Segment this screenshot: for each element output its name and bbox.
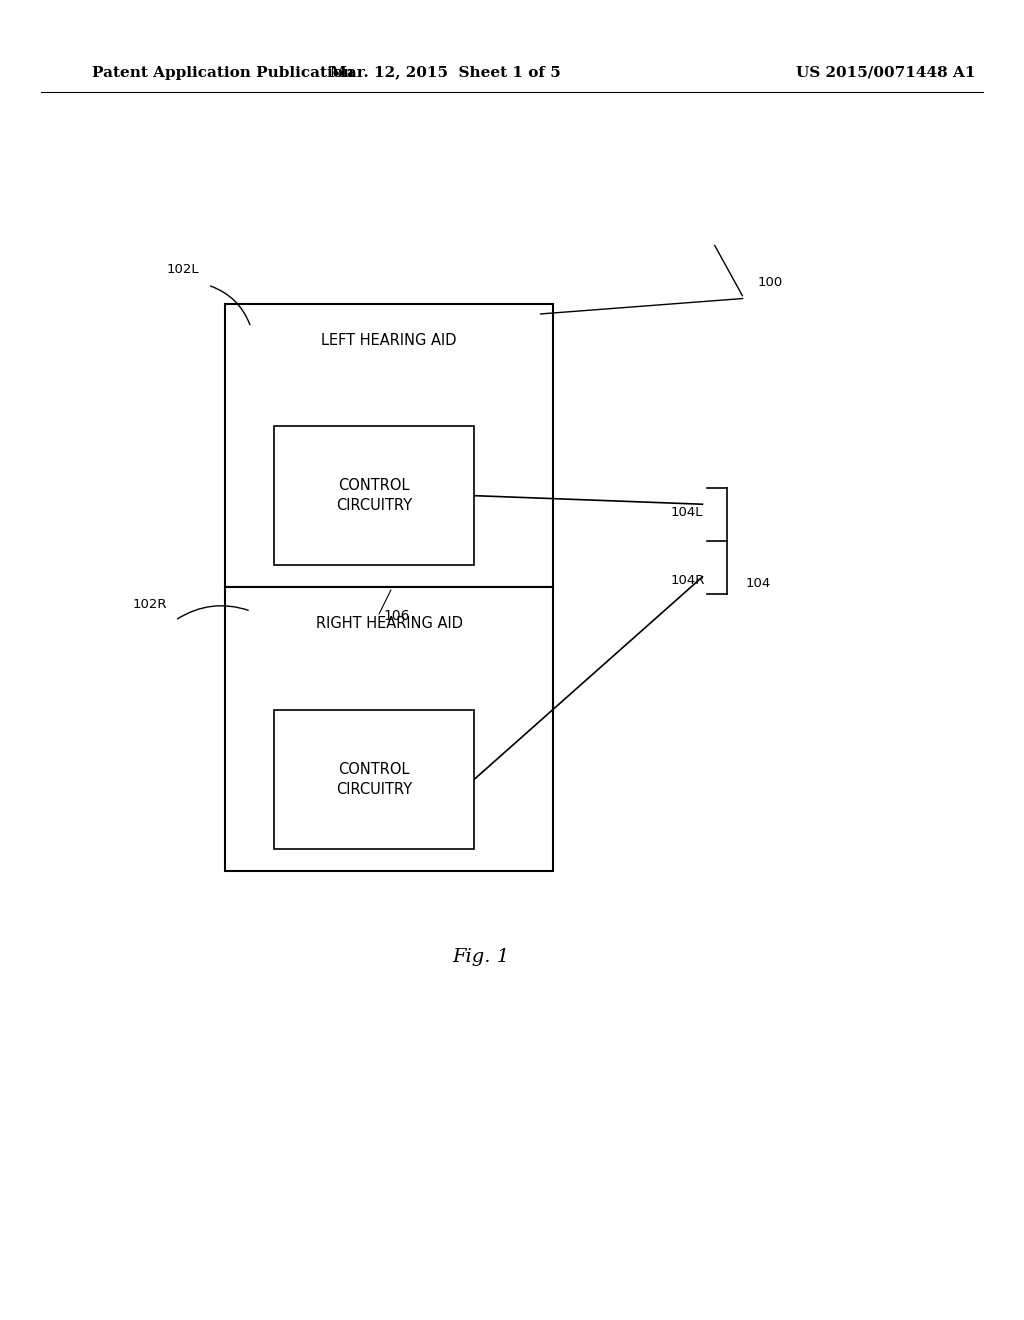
Bar bbox=[225, 587, 553, 871]
Text: 104: 104 bbox=[745, 577, 771, 590]
Text: 100: 100 bbox=[758, 276, 783, 289]
Text: Patent Application Publication: Patent Application Publication bbox=[92, 66, 354, 79]
Text: 102L: 102L bbox=[167, 263, 200, 276]
Bar bbox=[225, 304, 553, 587]
Text: Mar. 12, 2015  Sheet 1 of 5: Mar. 12, 2015 Sheet 1 of 5 bbox=[330, 66, 561, 79]
Text: 106: 106 bbox=[383, 610, 410, 623]
Text: CONTROL
CIRCUITRY: CONTROL CIRCUITRY bbox=[336, 762, 413, 797]
Bar bbox=[274, 710, 474, 849]
Text: 104L: 104L bbox=[671, 506, 703, 519]
Text: 102R: 102R bbox=[132, 598, 167, 611]
Text: US 2015/0071448 A1: US 2015/0071448 A1 bbox=[796, 66, 976, 79]
Text: Fig. 1: Fig. 1 bbox=[453, 948, 510, 966]
Bar bbox=[274, 426, 474, 565]
Text: 104R: 104R bbox=[671, 574, 706, 587]
Text: CONTROL
CIRCUITRY: CONTROL CIRCUITRY bbox=[336, 478, 413, 513]
Text: LEFT HEARING AID: LEFT HEARING AID bbox=[322, 333, 457, 347]
Text: RIGHT HEARING AID: RIGHT HEARING AID bbox=[315, 616, 463, 631]
